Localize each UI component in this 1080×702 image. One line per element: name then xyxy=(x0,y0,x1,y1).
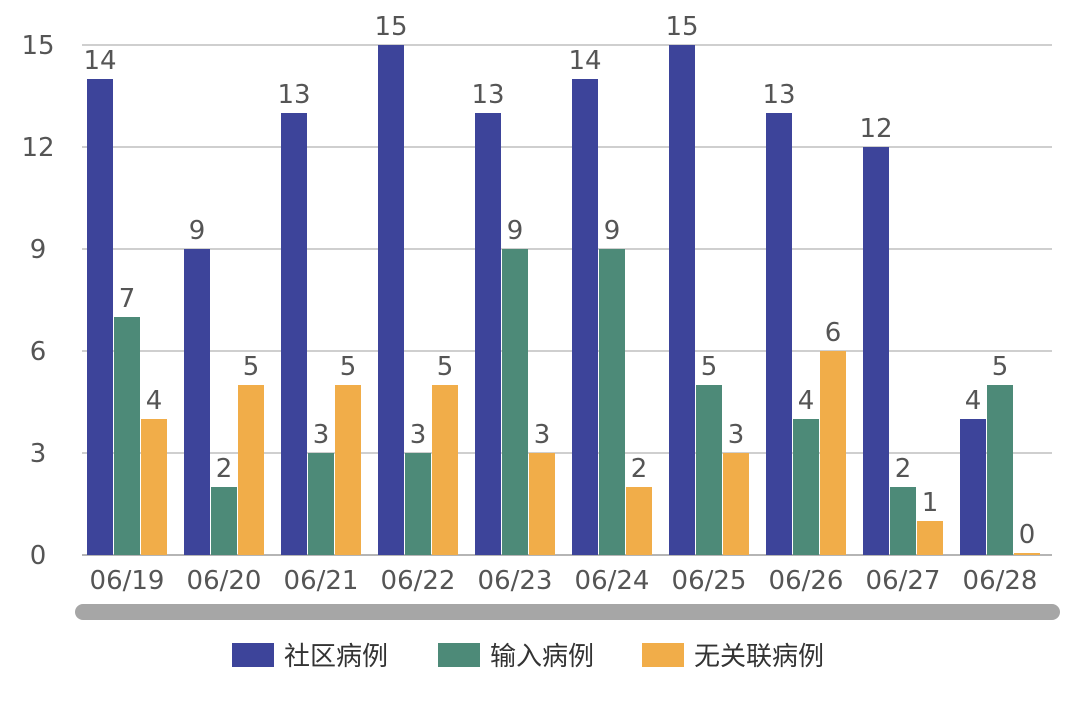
data-label: 2 xyxy=(216,454,233,484)
legend-swatch xyxy=(232,643,274,667)
x-tick-label: 06/24 xyxy=(575,566,650,596)
bar xyxy=(281,113,307,555)
data-label: 12 xyxy=(859,114,892,144)
data-label: 1 xyxy=(922,488,939,518)
bar xyxy=(475,113,501,555)
y-tick-label: 12 xyxy=(21,133,54,163)
data-label: 15 xyxy=(374,12,407,42)
data-label: 5 xyxy=(340,352,357,382)
x-tick-label: 06/25 xyxy=(672,566,747,596)
data-label: 3 xyxy=(728,420,745,450)
y-tick-label: 6 xyxy=(30,337,47,367)
data-label: 2 xyxy=(631,454,648,484)
legend-item: 输入病例 xyxy=(438,642,594,672)
data-label: 5 xyxy=(992,352,1009,382)
legend: 社区病例 输入病例 无关联病例 xyxy=(232,642,824,672)
bar xyxy=(723,453,749,555)
y-tick-label: 3 xyxy=(30,439,47,469)
bars xyxy=(87,45,1040,555)
x-tick-label: 06/27 xyxy=(866,566,941,596)
data-label: 4 xyxy=(146,386,163,416)
bar xyxy=(432,385,458,555)
y-tick-label: 0 xyxy=(30,541,47,571)
legend-label: 无关联病例 xyxy=(694,642,824,672)
bar xyxy=(308,453,334,555)
bar xyxy=(669,45,695,555)
data-label: 4 xyxy=(965,386,982,416)
data-label: 5 xyxy=(437,352,454,382)
bar xyxy=(820,351,846,555)
bar xyxy=(405,453,431,555)
y-tick-label: 15 xyxy=(21,31,54,61)
bar xyxy=(987,385,1013,555)
bar xyxy=(141,419,167,555)
data-label: 0 xyxy=(1019,520,1036,550)
scrollbar[interactable] xyxy=(75,604,1060,620)
bar xyxy=(238,385,264,555)
bar xyxy=(335,385,361,555)
bar xyxy=(917,521,943,555)
bar xyxy=(766,113,792,555)
bar xyxy=(502,249,528,555)
data-label: 5 xyxy=(243,352,260,382)
bar xyxy=(184,249,210,555)
legend-label: 社区病例 xyxy=(284,642,388,672)
x-axis: 06/19 06/20 06/21 06/22 06/23 06/24 06/25 06/26… xyxy=(90,566,1038,596)
data-label: 2 xyxy=(895,454,912,484)
y-axis: 0 3 6 9 12 15 xyxy=(21,31,54,571)
bar xyxy=(626,487,652,555)
data-label: 13 xyxy=(762,80,795,110)
data-label: 3 xyxy=(410,420,427,450)
legend-label: 输入病例 xyxy=(490,642,594,672)
data-label: 5 xyxy=(701,352,718,382)
data-label: 4 xyxy=(798,386,815,416)
data-label: 13 xyxy=(277,80,310,110)
bar xyxy=(696,385,722,555)
x-tick-label: 06/20 xyxy=(187,566,262,596)
bar xyxy=(378,45,404,555)
data-label: 6 xyxy=(825,318,842,348)
data-label: 9 xyxy=(507,216,524,246)
bar xyxy=(211,487,237,555)
data-label: 9 xyxy=(189,216,206,246)
x-tick-label: 06/21 xyxy=(284,566,359,596)
data-label: 3 xyxy=(313,420,330,450)
data-label: 14 xyxy=(83,46,116,76)
data-label: 9 xyxy=(604,216,621,246)
legend-item: 社区病例 xyxy=(232,642,388,672)
data-label: 7 xyxy=(119,284,136,314)
x-tick-label: 06/19 xyxy=(90,566,165,596)
x-tick-label: 06/22 xyxy=(381,566,456,596)
data-label: 14 xyxy=(568,46,601,76)
bar xyxy=(114,317,140,555)
data-label: 15 xyxy=(665,12,698,42)
bar xyxy=(599,249,625,555)
bar xyxy=(1014,553,1040,555)
bar xyxy=(529,453,555,555)
bar xyxy=(87,79,113,555)
legend-item: 无关联病例 xyxy=(642,642,824,672)
legend-swatch xyxy=(642,643,684,667)
x-tick-label: 06/28 xyxy=(963,566,1038,596)
data-label: 3 xyxy=(534,420,551,450)
bar xyxy=(863,147,889,555)
bar xyxy=(890,487,916,555)
x-tick-label: 06/26 xyxy=(769,566,844,596)
bar xyxy=(793,419,819,555)
x-tick-label: 06/23 xyxy=(478,566,553,596)
bar xyxy=(960,419,986,555)
data-label: 13 xyxy=(471,80,504,110)
legend-swatch xyxy=(438,643,480,667)
y-tick-label: 9 xyxy=(30,235,47,265)
bar xyxy=(572,79,598,555)
